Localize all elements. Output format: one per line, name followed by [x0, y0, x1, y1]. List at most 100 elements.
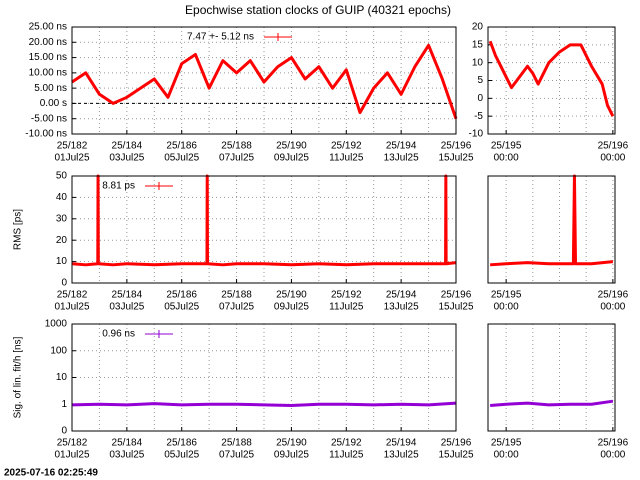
data-line — [488, 40, 615, 117]
y-tick-label: -10 — [469, 129, 484, 140]
x-tick-label: 25/184 — [112, 438, 143, 449]
x-tick-label: 03Jul25 — [109, 450, 144, 461]
y-tick-label: 25.00 ns — [29, 22, 67, 33]
y-tick-label: 0 — [61, 278, 67, 289]
x-tick-label: 25/195 — [491, 141, 522, 152]
plot-frame — [71, 175, 457, 284]
x-tick-label: 25/196 — [441, 141, 472, 152]
y-tick-label: 5 — [477, 75, 483, 86]
plot-frame — [71, 323, 457, 432]
y-tick-label: 10 — [56, 256, 68, 267]
x-tick-label: 11Jul25 — [329, 302, 364, 313]
data-line — [71, 174, 457, 267]
legend-label: 0.96 ns — [102, 329, 135, 340]
x-tick-label: 25/196 — [598, 141, 629, 152]
x-tick-label: 15Jul25 — [438, 450, 473, 461]
x-tick-label: 25/186 — [166, 290, 197, 301]
x-tick-label: 25/192 — [331, 438, 362, 449]
x-tick-label: 01Jul25 — [54, 450, 89, 461]
x-tick-label: 25/196 — [598, 438, 629, 449]
x-tick-label: 25/192 — [331, 290, 362, 301]
x-tick-label: 05Jul25 — [164, 302, 199, 313]
x-tick-label: 25/190 — [276, 290, 307, 301]
x-tick-label: 25/195 — [491, 290, 522, 301]
y-axis-label: Sig. of lin. fit/h [ns] — [13, 336, 24, 418]
x-tick-label: 25/188 — [221, 290, 252, 301]
y-tick-label: 15 — [472, 39, 484, 50]
x-tick-label: 15Jul25 — [438, 153, 473, 164]
y-tick-label: 1000 — [45, 319, 68, 330]
x-tick-label: 07Jul25 — [219, 302, 254, 313]
x-tick-label: 25/182 — [57, 141, 88, 152]
y-tick-label: 100 — [50, 345, 67, 356]
y-tick-label: 10 — [472, 57, 484, 68]
y-tick-label: 15.00 ns — [29, 52, 67, 63]
y-tick-label: 40 — [56, 192, 68, 203]
y-tick-label: 5.00 ns — [34, 83, 67, 94]
x-tick-label: 00:00 — [494, 153, 519, 164]
legend-label: 8.81 ps — [102, 181, 135, 192]
x-tick-label: 15Jul25 — [438, 302, 473, 313]
y-tick-label: -5.00 ns — [31, 113, 67, 124]
y-tick-label: 20 — [472, 22, 484, 33]
y-tick-label: 10 — [56, 372, 68, 383]
x-tick-label: 11Jul25 — [329, 153, 364, 164]
x-tick-label: 25/190 — [276, 438, 307, 449]
data-line — [490, 399, 614, 407]
plot-frame — [487, 26, 616, 135]
data-line — [71, 401, 457, 407]
x-tick-label: 03Jul25 — [109, 153, 144, 164]
plot-frame — [487, 323, 616, 432]
x-tick-label: 09Jul25 — [274, 153, 309, 164]
y-tick-label: 0.00 s — [40, 98, 67, 109]
x-tick-label: 25/184 — [112, 141, 143, 152]
x-tick-label: 25/196 — [441, 290, 472, 301]
x-tick-label: 25/182 — [57, 438, 88, 449]
data-line — [71, 43, 458, 120]
y-tick-label: -5 — [474, 111, 483, 122]
y-tick-label: 50 — [56, 171, 68, 182]
x-tick-label: 05Jul25 — [164, 153, 199, 164]
x-tick-label: 25/192 — [331, 141, 362, 152]
y-tick-label: 0 — [61, 426, 67, 437]
x-tick-label: 13Jul25 — [384, 450, 419, 461]
legend-marker — [155, 182, 163, 190]
x-tick-label: 01Jul25 — [54, 302, 89, 313]
x-tick-label: 25/196 — [598, 290, 629, 301]
y-tick-label: 20.00 ns — [29, 37, 67, 48]
y-tick-label: -10.00 ns — [25, 129, 67, 140]
x-tick-label: 25/188 — [221, 438, 252, 449]
x-tick-label: 00:00 — [494, 302, 519, 313]
x-tick-label: 00:00 — [494, 450, 519, 461]
figure-title: Epochwise station clocks of GUIP (40321 … — [185, 3, 451, 17]
x-tick-label: 25/196 — [441, 438, 472, 449]
x-tick-label: 25/194 — [386, 141, 417, 152]
legend-marker — [274, 33, 282, 41]
x-tick-label: 25/184 — [112, 290, 143, 301]
x-tick-label: 25/182 — [57, 290, 88, 301]
x-tick-label: 00:00 — [600, 302, 625, 313]
x-tick-label: 07Jul25 — [219, 450, 254, 461]
y-tick-label: 0 — [477, 93, 483, 104]
plot-frame — [487, 175, 616, 284]
x-tick-label: 00:00 — [600, 450, 625, 461]
x-tick-label: 01Jul25 — [54, 153, 89, 164]
y-axis-label: RMS [ps] — [13, 209, 24, 250]
x-tick-label: 09Jul25 — [274, 302, 309, 313]
x-tick-label: 25/194 — [386, 438, 417, 449]
legend-marker — [155, 330, 163, 338]
timestamp: 2025-07-16 02:25:49 — [4, 468, 98, 479]
y-tick-label: 20 — [56, 235, 68, 246]
x-tick-label: 00:00 — [600, 153, 625, 164]
x-tick-label: 13Jul25 — [384, 153, 419, 164]
x-tick-label: 11Jul25 — [329, 450, 364, 461]
x-tick-label: 25/186 — [166, 438, 197, 449]
x-tick-label: 07Jul25 — [219, 153, 254, 164]
x-tick-label: 25/188 — [221, 141, 252, 152]
y-tick-label: 1 — [61, 399, 67, 410]
x-tick-label: 25/194 — [386, 290, 417, 301]
y-tick-label: 10.00 ns — [29, 67, 67, 78]
x-tick-label: 25/195 — [491, 438, 522, 449]
data-line — [490, 174, 614, 267]
